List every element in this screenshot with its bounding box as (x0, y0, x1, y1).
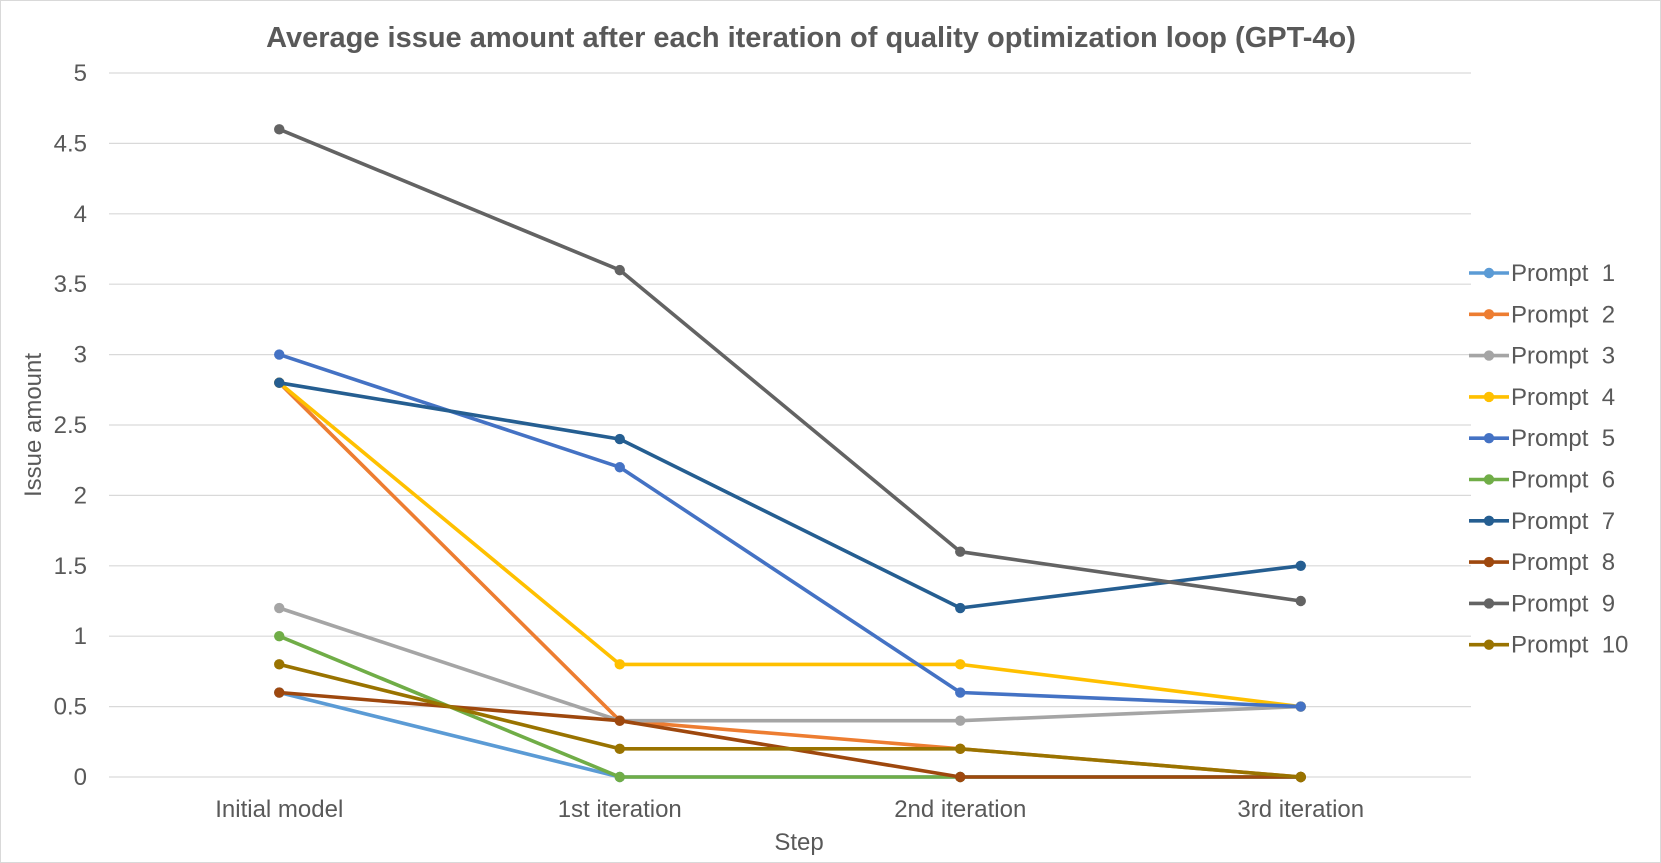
y-tick-label: 3 (74, 342, 87, 369)
data-point (614, 433, 625, 445)
y-tick-label: 4.5 (54, 130, 87, 157)
legend-label: Prompt 7 (1511, 508, 1615, 535)
y-axis-title: Issue amount (20, 353, 47, 497)
x-tick-label: 3rd iteration (1237, 796, 1364, 823)
legend-swatch-marker (1483, 391, 1495, 403)
legend-swatch-marker (1483, 474, 1495, 485)
data-point (955, 687, 966, 698)
data-point (274, 687, 285, 698)
legend: Prompt 1 Prompt 2 Prompt 3 Prompt 4 Prompt 5… (1469, 260, 1628, 659)
legend-swatch-marker (1483, 350, 1495, 361)
data-point (1295, 701, 1306, 712)
y-tick-label: 1.5 (54, 553, 87, 580)
series-line (277, 380, 1303, 610)
legend-label: Prompt 10 (1511, 632, 1628, 659)
legend-label: Prompt 3 (1511, 343, 1615, 370)
x-tick-label: 1st iteration (558, 796, 682, 823)
data-point (955, 602, 966, 614)
legend-entry-prompt-3: Prompt 3 (1469, 343, 1615, 370)
data-point (274, 377, 285, 388)
x-tick-label: 2nd iteration (894, 796, 1026, 823)
y-tick-label: 2.5 (54, 412, 87, 439)
data-point (955, 771, 966, 783)
legend-label: Prompt 6 (1511, 467, 1615, 494)
legend-entry-prompt-1: Prompt 1 (1469, 260, 1615, 287)
legend-label: Prompt 9 (1511, 590, 1615, 617)
chart-title: Average issue amount after each iteratio… (266, 22, 1356, 54)
legend-label: Prompt 2 (1511, 301, 1615, 328)
y-tick-label: 0 (74, 764, 87, 791)
series-line (277, 380, 1303, 709)
data-point (955, 659, 966, 670)
x-axis-title: Step (774, 829, 823, 856)
data-point (274, 659, 285, 670)
data-point (614, 659, 625, 670)
data-point (614, 743, 625, 755)
y-tick-labels: 0 0.5 1 1.5 2 2.5 3 3.5 4 4.5 5 (54, 60, 87, 791)
data-point (614, 771, 625, 783)
y-tick-label: 4 (74, 201, 87, 228)
legend-entry-prompt-5: Prompt 5 (1469, 425, 1615, 452)
y-tick-label: 5 (74, 60, 87, 87)
y-tick-label: 0.5 (54, 694, 87, 721)
legend-label: Prompt 8 (1511, 549, 1615, 576)
data-point (274, 124, 285, 135)
series-line (277, 662, 1303, 779)
data-point (955, 546, 966, 557)
data-point (955, 715, 966, 726)
series-lines (274, 124, 1306, 783)
legend-label: Prompt 5 (1511, 425, 1615, 452)
data-point (614, 462, 625, 473)
legend-swatch-marker (1483, 556, 1495, 568)
legend-label: Prompt 1 (1511, 260, 1615, 287)
legend-entry-prompt-10: Prompt 10 (1469, 632, 1628, 659)
legend-label: Prompt 4 (1511, 384, 1615, 411)
legend-entry-prompt-8: Prompt 8 (1469, 549, 1615, 576)
data-point (614, 264, 625, 276)
series-prompt-10 (274, 659, 1306, 783)
data-point (1295, 560, 1306, 571)
legend-swatch-marker (1483, 515, 1495, 526)
legend-swatch-marker (1483, 433, 1495, 444)
data-point (614, 715, 625, 726)
legend-entry-prompt-9: Prompt 9 (1469, 590, 1615, 617)
series-prompt-7 (274, 377, 1306, 614)
legend-swatch-marker (1483, 309, 1495, 320)
legend-swatch-marker (1483, 598, 1495, 609)
legend-swatch-marker (1483, 267, 1495, 279)
x-tick-labels: Initial model 1st iteration 2nd iteration 3… (215, 796, 1364, 823)
data-point (955, 743, 966, 755)
y-tick-label: 2 (74, 482, 87, 509)
data-point (274, 631, 285, 642)
legend-entry-prompt-4: Prompt 4 (1469, 384, 1615, 411)
data-point (274, 602, 285, 614)
data-point (274, 349, 285, 360)
x-tick-label: Initial model (215, 796, 343, 823)
y-tick-label: 1 (74, 623, 87, 650)
series-prompt-9 (274, 124, 1306, 607)
data-point (1295, 771, 1306, 783)
legend-entry-prompt-2: Prompt 2 (1469, 301, 1615, 328)
series-prompt-4 (274, 377, 1306, 712)
y-tick-label: 3.5 (54, 271, 87, 298)
series-line (277, 606, 1303, 723)
series-line (277, 127, 1303, 603)
legend-entry-prompt-6: Prompt 6 (1469, 467, 1615, 494)
legend-swatch-marker (1483, 639, 1495, 650)
legend-entry-prompt-7: Prompt 7 (1469, 508, 1615, 535)
data-point (1295, 595, 1306, 607)
